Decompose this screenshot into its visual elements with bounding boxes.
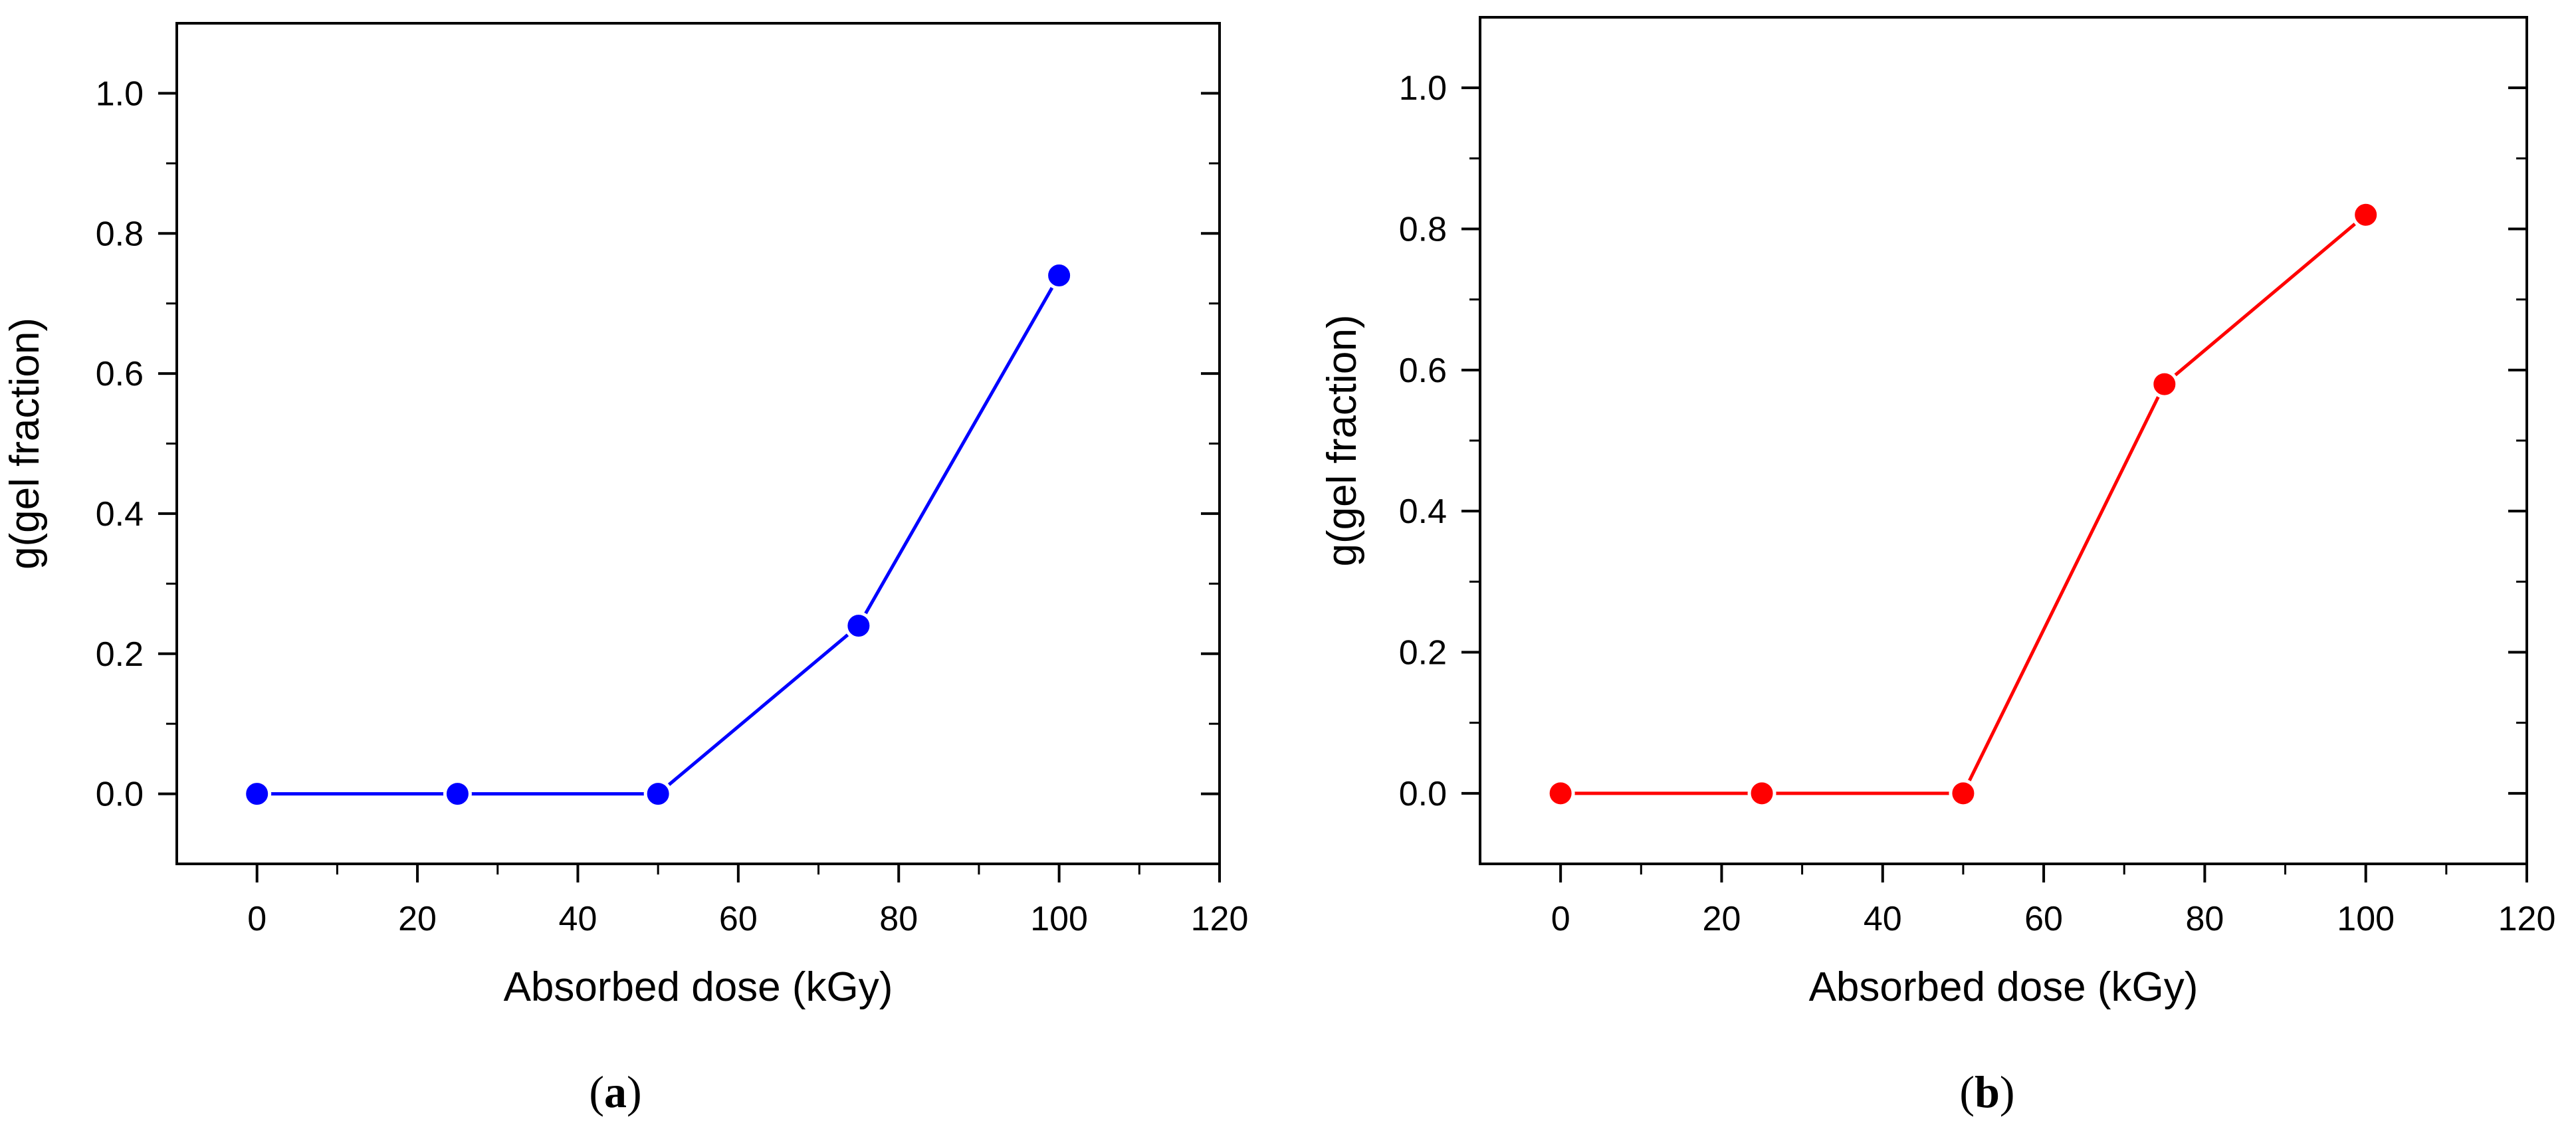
x-tick-label: 100	[1030, 900, 1088, 938]
series-lines-b	[1560, 213, 2367, 795]
x-major-ticks-b	[1559, 864, 2528, 882]
x-minor-ticks-a	[336, 864, 1140, 874]
x-tick-label: 20	[1703, 900, 1741, 938]
x-axis-title-a: Absorbed dose (kGy)	[504, 964, 893, 1010]
series-line-segment	[2163, 213, 2367, 385]
y-tick-label: 0.8	[96, 215, 144, 253]
series-line-segment	[1961, 383, 2167, 794]
series-lines-a	[257, 274, 1061, 796]
data-point	[2150, 369, 2179, 399]
series-points-b	[1546, 200, 2381, 808]
data-point	[2351, 200, 2381, 229]
x-minor-ticks-b	[1640, 864, 2448, 874]
y-tick-label: 1.0	[1399, 69, 1447, 108]
series-line-segment	[657, 624, 860, 795]
y-major-ticks-a	[158, 92, 1220, 795]
series-points-a	[243, 261, 1074, 809]
y-tick-label: 0.8	[1399, 211, 1447, 249]
y-tick-labels-a: 0.0 0.2 0.4 0.6 0.8 1.0	[96, 74, 144, 813]
x-tick-label: 120	[2498, 900, 2556, 938]
x-tick-label: 60	[719, 900, 758, 938]
x-tick-label: 100	[2337, 900, 2395, 938]
y-axis-title-b: g(gel fraction)	[1319, 314, 1365, 566]
x-tick-label: 20	[398, 900, 437, 938]
x-tick-label: 80	[879, 900, 918, 938]
panel-label-open-paren: (	[1959, 1067, 1975, 1117]
x-tick-label: 40	[1864, 900, 1902, 938]
data-point	[844, 611, 873, 641]
y-minor-ticks-a	[166, 162, 1220, 725]
panel-label-b: (b)	[1959, 1067, 2014, 1117]
data-point	[643, 779, 673, 809]
data-point	[1045, 261, 1074, 290]
panel-label-close-paren: )	[2000, 1067, 2015, 1117]
y-tick-label: 1.0	[96, 74, 144, 113]
y-tick-label: 0.6	[96, 355, 144, 393]
y-axis-title-a: g(gel fraction)	[2, 318, 48, 569]
chart-panel-a: 0 20 40 60 80 100 120 0.0 0.2 0.4 0.6 0.8 1.0 Absor…	[2, 22, 1248, 1117]
data-point	[1546, 779, 1575, 808]
x-axis-title-b: Absorbed dose (kGy)	[1809, 964, 2199, 1010]
plot-area-frame-b	[1479, 16, 2528, 865]
y-tick-label: 0.0	[96, 775, 144, 814]
data-point	[243, 779, 272, 809]
y-tick-label: 0.2	[1399, 634, 1447, 672]
y-tick-label: 0.4	[1399, 492, 1447, 531]
x-tick-label: 0	[1551, 900, 1570, 938]
chart-panel-b: 0 20 40 60 80 100 120 0.0 0.2 0.4 0.6 0.8 1.0 Absor…	[1319, 16, 2556, 1117]
x-tick-label: 60	[2024, 900, 2063, 938]
x-tick-label: 120	[1191, 900, 1249, 938]
x-tick-labels-a: 0 20 40 60 80 100 120	[247, 900, 1248, 938]
x-tick-label: 0	[247, 900, 267, 938]
panel-label-open-paren: (	[589, 1067, 604, 1117]
y-minor-ticks-b	[1469, 157, 2527, 724]
y-tick-label: 0.6	[1399, 352, 1447, 390]
x-major-ticks-a	[255, 864, 1221, 882]
data-point	[1747, 779, 1776, 808]
y-tick-label: 0.0	[1399, 775, 1447, 813]
panel-label-close-paren: )	[627, 1067, 642, 1117]
x-tick-label: 40	[559, 900, 597, 938]
y-major-ticks-b	[1461, 86, 2527, 795]
panel-label-a: (a)	[589, 1067, 641, 1117]
data-point	[1949, 779, 1978, 808]
plot-area-frame-a	[175, 22, 1221, 865]
data-point	[443, 779, 472, 809]
panel-label-letter-b: b	[1975, 1067, 2000, 1117]
y-tick-label: 0.4	[96, 495, 144, 534]
x-tick-labels-b: 0 20 40 60 80 100 120	[1551, 900, 2556, 938]
y-tick-labels-b: 0.0 0.2 0.4 0.6 0.8 1.0	[1399, 69, 1447, 813]
y-tick-label: 0.2	[96, 635, 144, 674]
series-line-segment	[857, 274, 1061, 627]
x-tick-label: 80	[2185, 900, 2224, 938]
panel-label-letter-a: a	[604, 1067, 627, 1117]
